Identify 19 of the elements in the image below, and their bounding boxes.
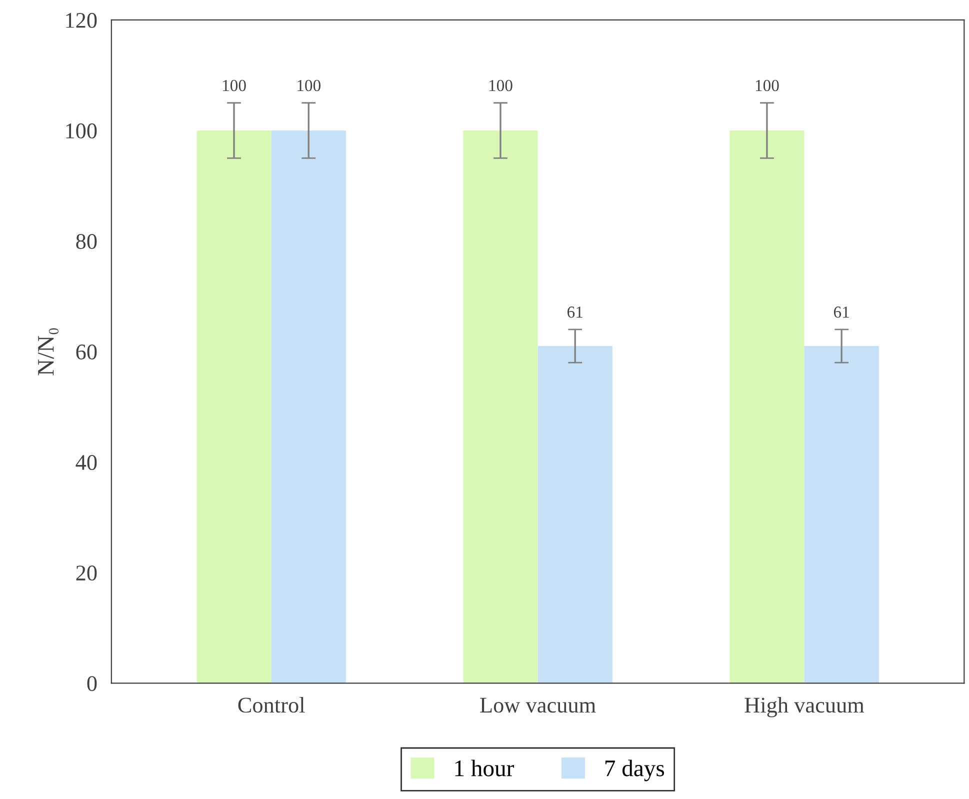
- data-label: 100: [489, 80, 512, 92]
- y-tick-label: 60: [76, 344, 97, 360]
- y-tick-label: 20: [76, 566, 97, 581]
- data-label: 61: [567, 306, 582, 318]
- data-label: 100: [298, 80, 320, 92]
- y-tick-label: 120: [66, 12, 97, 28]
- x-tick-label: High vacuum: [744, 697, 864, 718]
- data-label: 100: [222, 80, 246, 92]
- y-tick-label: 80: [76, 234, 97, 249]
- data-label: 100: [756, 80, 779, 92]
- data-label: 61: [834, 306, 849, 318]
- y-tick-label: 40: [76, 455, 97, 470]
- y-axis-title: N/N₀: [38, 328, 59, 376]
- x-tick-label: Control: [238, 697, 305, 713]
- legend-label: 1 hour: [455, 760, 514, 776]
- x-tick-label: Low vacuum: [480, 698, 596, 713]
- legend-label: 7 days: [605, 760, 664, 782]
- y-tick-label: 100: [66, 123, 97, 138]
- y-tick-label: 0: [87, 676, 97, 692]
